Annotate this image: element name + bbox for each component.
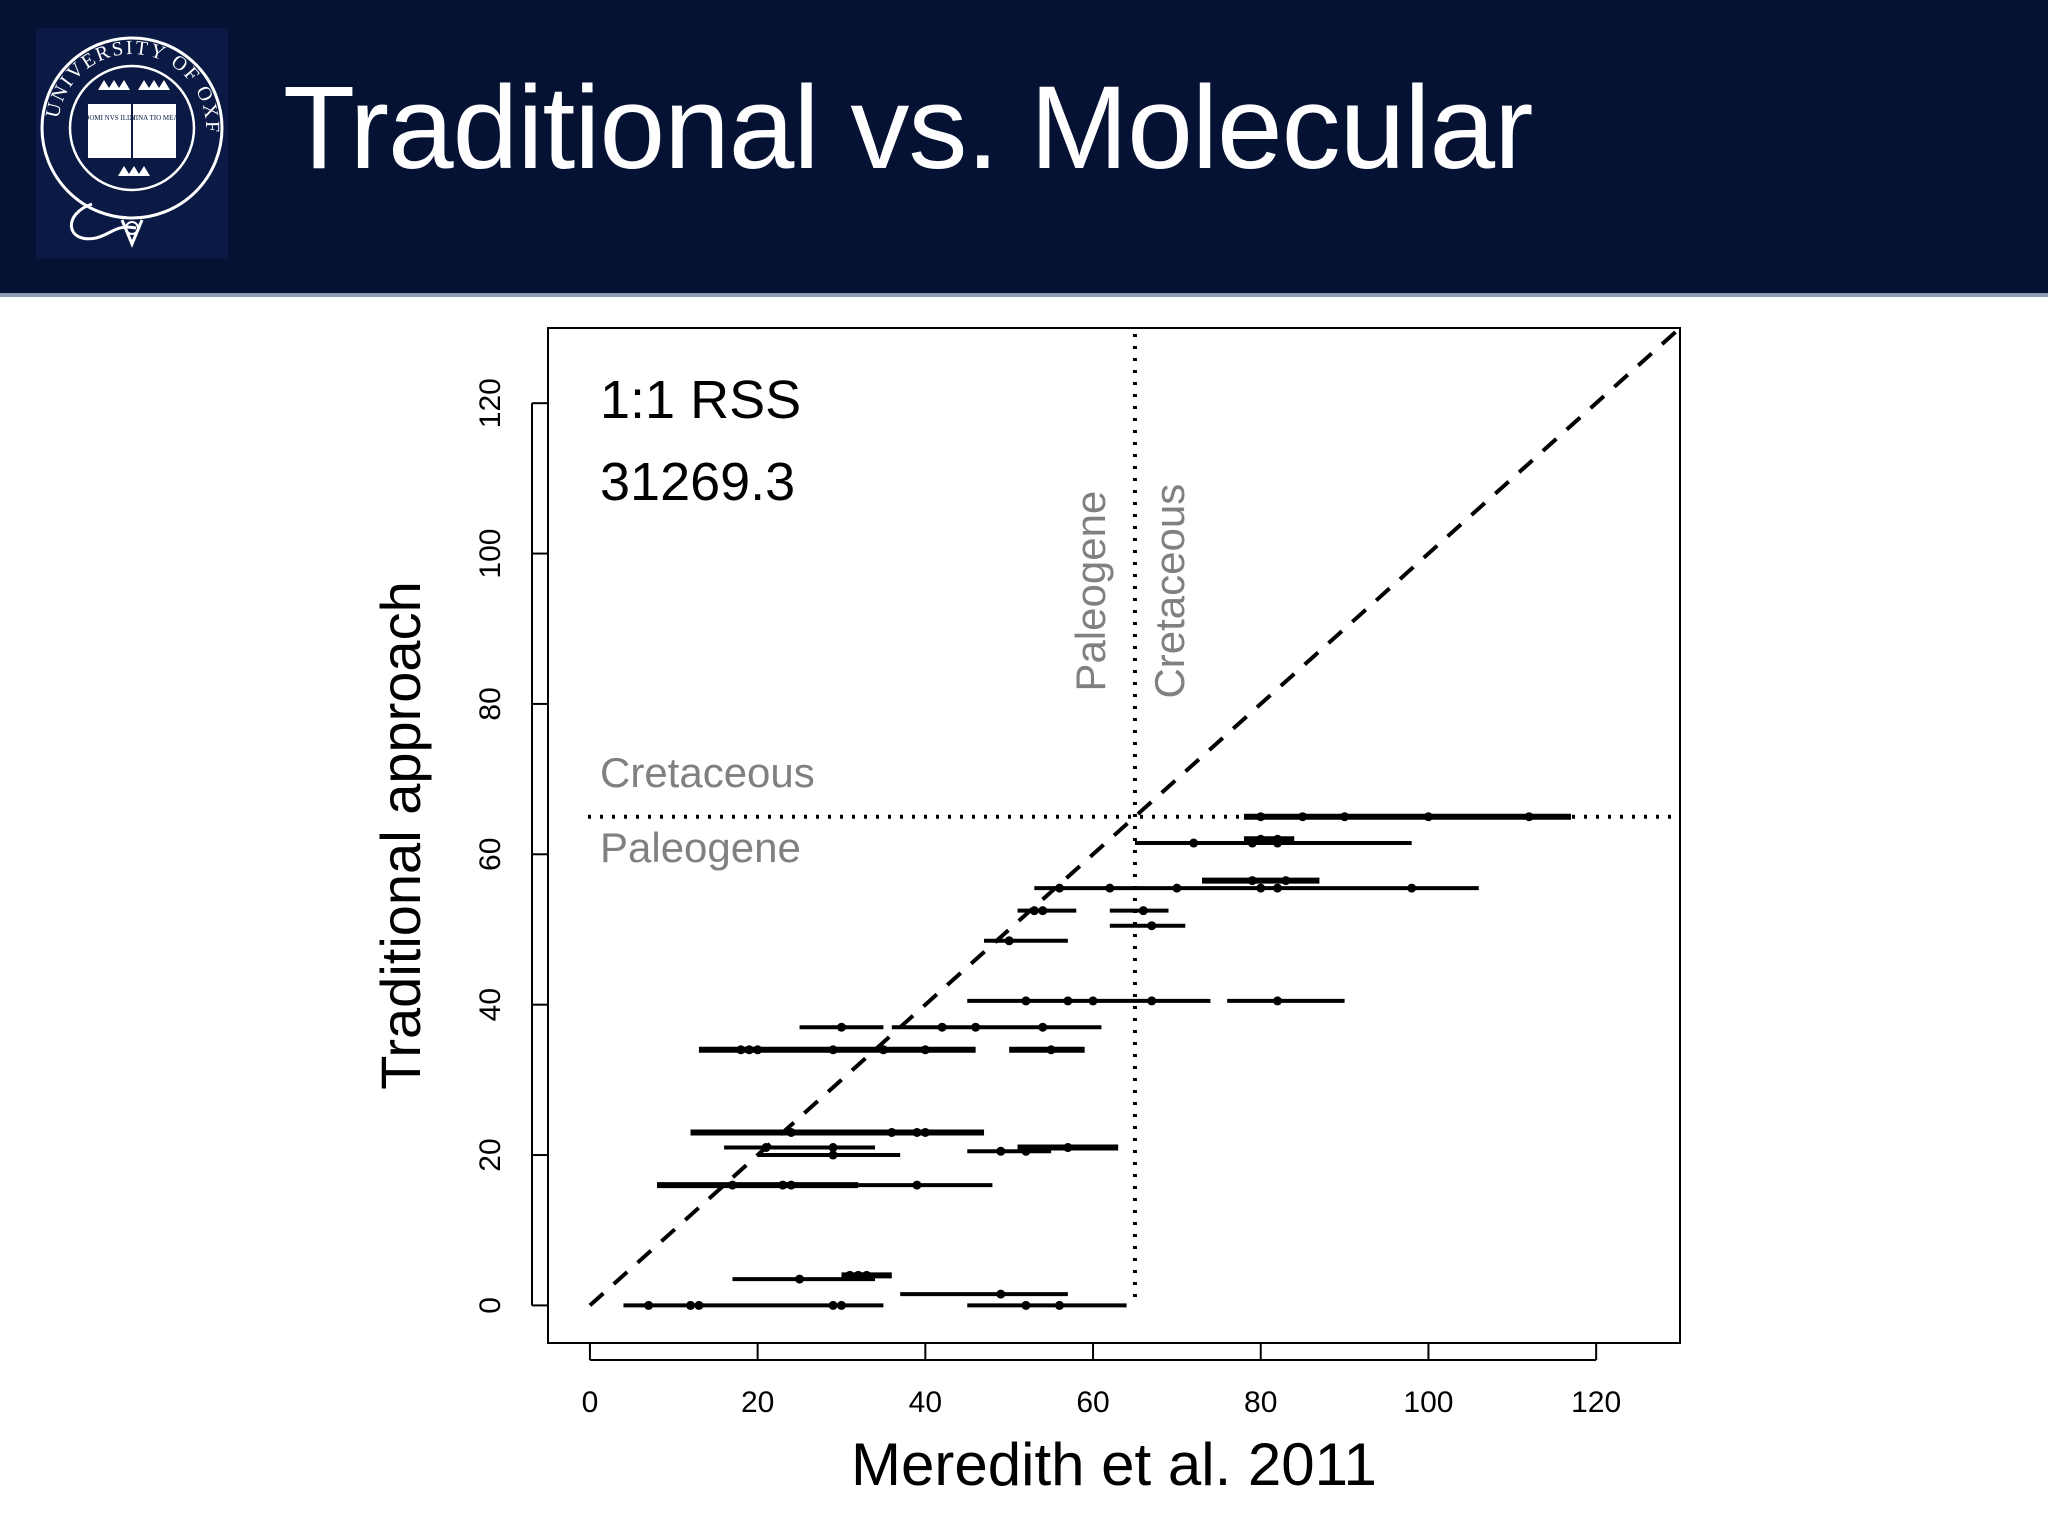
y-tick-label: 0 (474, 1297, 507, 1314)
data-point (727, 1180, 737, 1190)
data-point (1256, 883, 1266, 893)
data-point (971, 1022, 981, 1032)
data-point (937, 1022, 947, 1032)
data-point (1189, 838, 1199, 848)
annotation-cretaceous-vertical: Cretaceous (1146, 484, 1193, 699)
data-point (1088, 996, 1098, 1006)
data-point (1063, 996, 1073, 1006)
data-point (920, 1045, 930, 1055)
data-point (1298, 812, 1308, 822)
plot-marks (588, 330, 1678, 1310)
data-point (1063, 1143, 1073, 1153)
data-point (1046, 1045, 1056, 1055)
data-point (1273, 834, 1283, 844)
y-tick-label: 80 (474, 687, 507, 720)
data-point (1054, 1300, 1064, 1310)
data-point (862, 1270, 872, 1280)
data-point (1407, 883, 1417, 893)
rss-value: 31269.3 (600, 452, 795, 512)
y-tick-label: 60 (474, 838, 507, 871)
data-point (1281, 876, 1291, 886)
y-tick-label: 20 (474, 1138, 507, 1171)
data-point (1138, 906, 1148, 916)
data-point (1423, 812, 1433, 822)
data-point (1256, 812, 1266, 822)
data-point (828, 1143, 838, 1153)
y-axis-label: Traditional approach (369, 581, 432, 1089)
data-point (996, 1146, 1006, 1156)
data-point (761, 1143, 771, 1153)
y-tick-label: 100 (474, 529, 507, 579)
data-point (828, 1150, 838, 1160)
annotation-paleogene-horizontal: Paleogene (600, 824, 801, 871)
data-point (912, 1127, 922, 1137)
plot-frame (547, 327, 1681, 1344)
data-point (920, 1127, 930, 1137)
crest-book-left: DOMI NVS ILLV (84, 114, 135, 122)
annotation-paleogene-vertical: Paleogene (1067, 491, 1114, 692)
data-point (1247, 876, 1257, 886)
rss-label: 1:1 RSS (600, 370, 801, 430)
data-point (744, 1045, 754, 1055)
data-point (1021, 1300, 1031, 1310)
data-point (753, 1045, 763, 1055)
data-point (836, 1300, 846, 1310)
x-tick-label: 80 (1244, 1386, 1277, 1419)
x-tick-label: 40 (909, 1386, 942, 1419)
data-point (1021, 1146, 1031, 1156)
data-point (1340, 812, 1350, 822)
data-point (1147, 996, 1157, 1006)
data-point (996, 1289, 1006, 1299)
slide-title: Traditional vs. Molecular (283, 62, 1533, 194)
data-point (1273, 883, 1283, 893)
data-point (1004, 936, 1014, 946)
x-tick-label: 60 (1076, 1386, 1109, 1419)
data-point (1054, 883, 1064, 893)
data-point (736, 1045, 746, 1055)
x-tick-label: 120 (1571, 1386, 1621, 1419)
x-axis-label: Meredith et al. 2011 (851, 1431, 1377, 1498)
data-point (1038, 906, 1048, 916)
data-point (786, 1127, 796, 1137)
data-point (878, 1045, 888, 1055)
data-point (912, 1180, 922, 1190)
y-tick-label: 40 (474, 988, 507, 1021)
data-point (1147, 921, 1157, 931)
data-point (1524, 812, 1534, 822)
y-tick-label: 120 (474, 378, 507, 428)
data-point (778, 1180, 788, 1190)
data-point (853, 1270, 863, 1280)
university-crest-icon: UNIVERSITY OF OXFORD DOMI NVS ILLV MINA … (36, 28, 228, 258)
data-point (828, 1300, 838, 1310)
data-point (1021, 996, 1031, 1006)
data-point (828, 1045, 838, 1055)
data-point (795, 1274, 805, 1284)
data-point (1273, 996, 1283, 1006)
x-tick-label: 0 (582, 1386, 599, 1419)
crest-book-right: MINA TIO MEA (130, 114, 179, 122)
data-point (845, 1270, 855, 1280)
data-point (1029, 906, 1039, 916)
data-point (1038, 1022, 1048, 1032)
annotation-cretaceous-horizontal: Cretaceous (600, 749, 815, 796)
data-point (836, 1022, 846, 1032)
data-point (1172, 883, 1182, 893)
data-point (1256, 834, 1266, 844)
data-point (686, 1300, 696, 1310)
data-point (694, 1300, 704, 1310)
data-point (887, 1127, 897, 1137)
x-tick-label: 20 (741, 1386, 774, 1419)
data-point (786, 1180, 796, 1190)
slide-header: UNIVERSITY OF OXFORD DOMI NVS ILLV MINA … (0, 0, 2048, 297)
data-point (1105, 883, 1115, 893)
x-tick-label: 100 (1403, 1386, 1453, 1419)
data-point (644, 1300, 654, 1310)
